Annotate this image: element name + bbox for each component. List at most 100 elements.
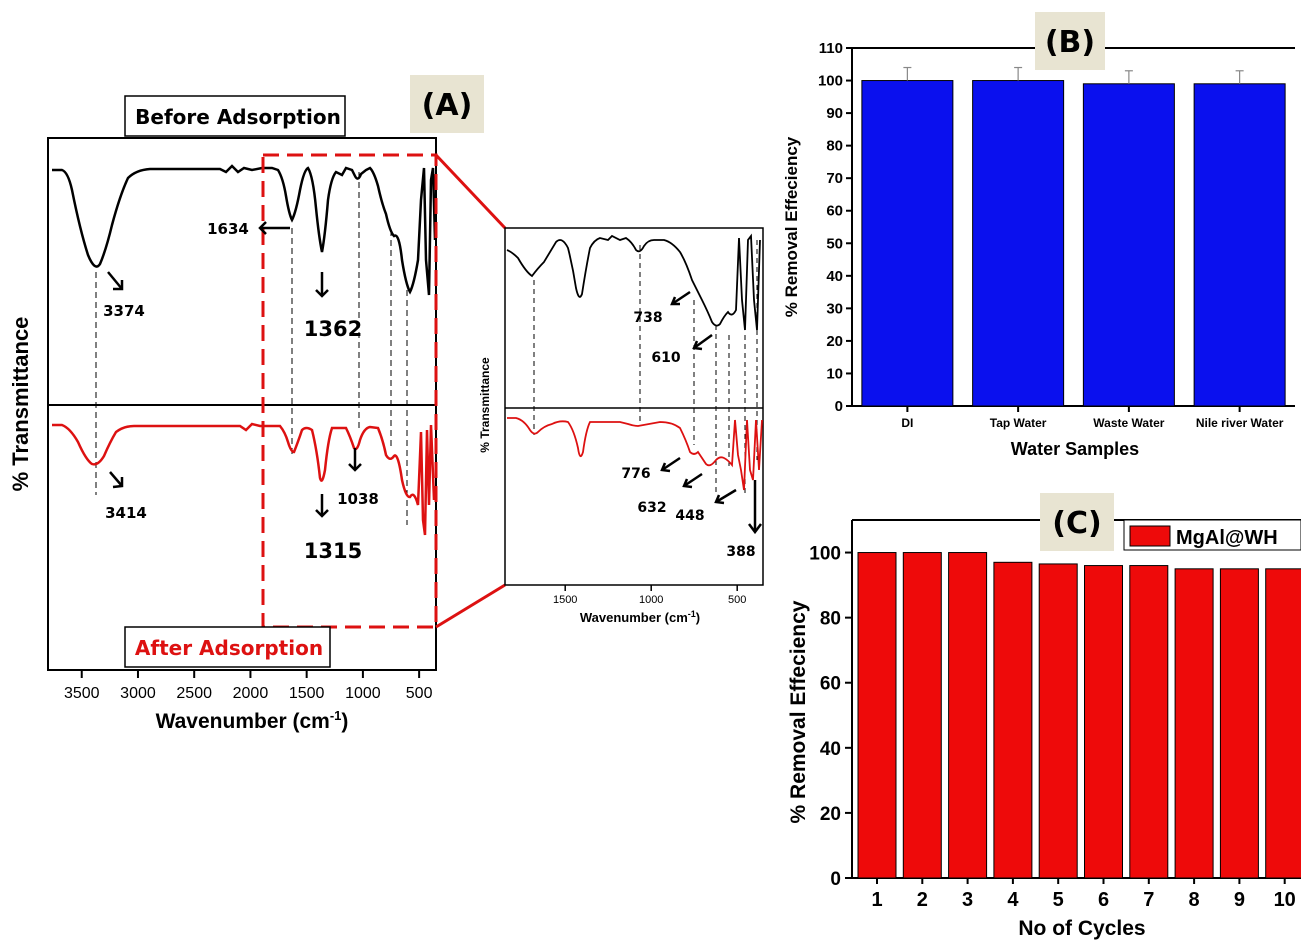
panel-c-bar — [1129, 565, 1169, 879]
inset-ylabel: % Transmittance — [478, 357, 492, 453]
before-adsorption-label: Before Adsorption — [135, 105, 341, 129]
panel-c-xtick-label: 5 — [1053, 889, 1064, 911]
panel-c-xlabel: No of Cycles — [1018, 917, 1145, 940]
panel-b-label: (B) — [1045, 25, 1095, 60]
panel-a: (A) Before Adsorption After Adsorption — [8, 75, 507, 733]
inset-before-spectrum — [506, 233, 761, 331]
inset-after-spectrum — [507, 417, 763, 491]
panel-b-xlabel: Water Samples — [1011, 439, 1139, 459]
panel-c-xtick-label: 7 — [1143, 889, 1154, 911]
panel-c-label-box — [1040, 493, 1114, 551]
panel-c-xticks: 1 2 3 4 5 6 7 8 9 10 — [871, 878, 1296, 911]
panel-c-bar — [1219, 568, 1259, 879]
panel-c-ytick-label: 80 — [820, 609, 841, 630]
annotation-1038: 1038 — [337, 490, 379, 508]
panel-b-ytick-label: 110 — [819, 40, 843, 57]
panel-a-xtick-label: 2500 — [176, 685, 212, 702]
panel-c-bar — [1174, 568, 1214, 879]
panel-c-legend: MgAl@WH — [1123, 519, 1301, 551]
legend-label: MgAl@WH — [1176, 527, 1278, 549]
panel-b-bar — [1082, 83, 1175, 407]
panel-b-ytick-label: 0 — [835, 398, 843, 415]
panel-b-bar — [972, 80, 1065, 407]
annotation-1362: 1362 — [304, 317, 362, 341]
panel-c-ytick-label: 40 — [820, 739, 841, 760]
panel-c-ylabel: % Removal Effeciency — [787, 600, 810, 823]
panel-c-xtick-label: 4 — [1007, 889, 1019, 911]
panel-c-bar — [948, 552, 988, 879]
panel-a-label-box — [410, 75, 484, 133]
inset-annotation-610: 610 — [651, 350, 680, 366]
panel-a-guides — [95, 172, 408, 525]
inset-xtick-label: 500 — [728, 594, 746, 606]
panel-b-xtick-label: DI — [901, 416, 913, 430]
panel-b-ytick-label: 20 — [826, 333, 843, 350]
panel-b-yticks: 0 10 20 30 40 50 60 70 80 90 100 110 — [818, 40, 852, 415]
panel-a-xticks: 3500 3000 2500 2000 1500 1000 500 — [64, 670, 433, 702]
annotation-3414: 3414 — [105, 504, 147, 522]
inset-annotation-632: 632 — [637, 500, 666, 516]
after-adsorption-label: After Adsorption — [135, 636, 323, 660]
panel-a-label: (A) — [422, 88, 473, 123]
inset-annotation-776: 776 — [621, 466, 650, 482]
panel-c-bar — [993, 561, 1033, 879]
panel-c-bar — [1084, 565, 1123, 879]
panel-c-bar — [857, 552, 897, 879]
panel-b-xtick-label: Nile river Water — [1196, 416, 1284, 430]
panel-b-ytick-label: 100 — [818, 73, 843, 90]
annotations-after: 3414 1038 1315 — [105, 448, 379, 563]
panel-b-ylabel: % Removal Effeciency — [782, 136, 801, 317]
inset-xtick-label: 1000 — [639, 594, 663, 606]
panel-b-ytick-label: 10 — [826, 365, 843, 382]
panel-c-xtick-label: 9 — [1234, 889, 1245, 911]
inset-xticks: 1500 1000 500 — [553, 585, 746, 606]
panel-c-xtick-label: 2 — [917, 889, 928, 911]
panel-c-xtick-label: 6 — [1098, 889, 1109, 911]
inset-xtick-label: 1500 — [553, 594, 577, 606]
panel-c-ytick-label: 100 — [809, 544, 841, 565]
panel-b: (B) 0 10 20 30 40 50 60 70 80 90 100 110 DI Tap Wate… — [782, 12, 1295, 459]
panel-c-xtick-label: 8 — [1189, 889, 1200, 911]
panel-a-xtick-label: 3500 — [64, 685, 100, 702]
inset-panel: 738 610 776 632 448 388 1500 1000 500 % Tr… — [478, 227, 764, 625]
panel-c-bars — [857, 552, 1301, 879]
panel-b-ytick-label: 70 — [826, 170, 843, 187]
inset-annotation-448: 448 — [675, 508, 704, 524]
panel-c-label: (C) — [1052, 506, 1101, 541]
after-spectrum — [52, 422, 436, 536]
panel-a-ylabel: % Transmittance — [8, 317, 33, 492]
panel-b-bar — [1193, 83, 1286, 407]
panel-a-xlabel: Wavenumber (cm-1) — [156, 708, 349, 733]
panel-a-xtick-label: 1000 — [345, 685, 381, 702]
panel-a-xtick-label: 1500 — [289, 685, 325, 702]
panel-c-xtick-label: 10 — [1274, 889, 1296, 911]
panel-c: (C) MgAl@WH 0 20 40 60 80 100 1 2 3 4 5 6 7 8 9 10 % R… — [787, 493, 1301, 940]
panel-b-ytick-label: 30 — [826, 300, 843, 317]
panel-b-xtick-label: Waste Water — [1093, 416, 1164, 430]
after-label-box — [124, 626, 331, 668]
panel-b-ytick-label: 50 — [826, 235, 843, 252]
panel-c-yticks: 0 20 40 60 80 100 — [809, 544, 852, 890]
panel-b-bars — [861, 66, 1286, 407]
panel-c-ytick-label: 60 — [820, 674, 841, 695]
before-spectrum — [52, 164, 437, 296]
panel-c-xtick-label: 3 — [962, 889, 973, 911]
inset-frame — [504, 227, 764, 586]
panel-c-ytick-label: 0 — [830, 869, 841, 890]
before-label-box — [124, 95, 346, 137]
panel-a-xtick-label: 3000 — [120, 685, 156, 702]
annotation-3374: 3374 — [103, 302, 145, 320]
panel-c-bar — [902, 552, 942, 879]
panel-b-ytick-label: 60 — [826, 203, 843, 220]
annotation-1315: 1315 — [304, 539, 362, 563]
panel-b-xtick-label: Tap Water — [990, 416, 1047, 430]
panel-c-bar — [1038, 563, 1078, 879]
panel-b-bar — [861, 80, 954, 407]
panel-a-xtick-label: 500 — [406, 685, 433, 702]
inset-annotation-738: 738 — [633, 310, 662, 326]
inset-annotations: 738 610 776 632 448 388 — [621, 290, 762, 560]
panel-c-bar — [1265, 568, 1301, 879]
panel-b-ytick-label: 90 — [826, 105, 843, 122]
panel-b-ytick-label: 80 — [826, 138, 843, 155]
